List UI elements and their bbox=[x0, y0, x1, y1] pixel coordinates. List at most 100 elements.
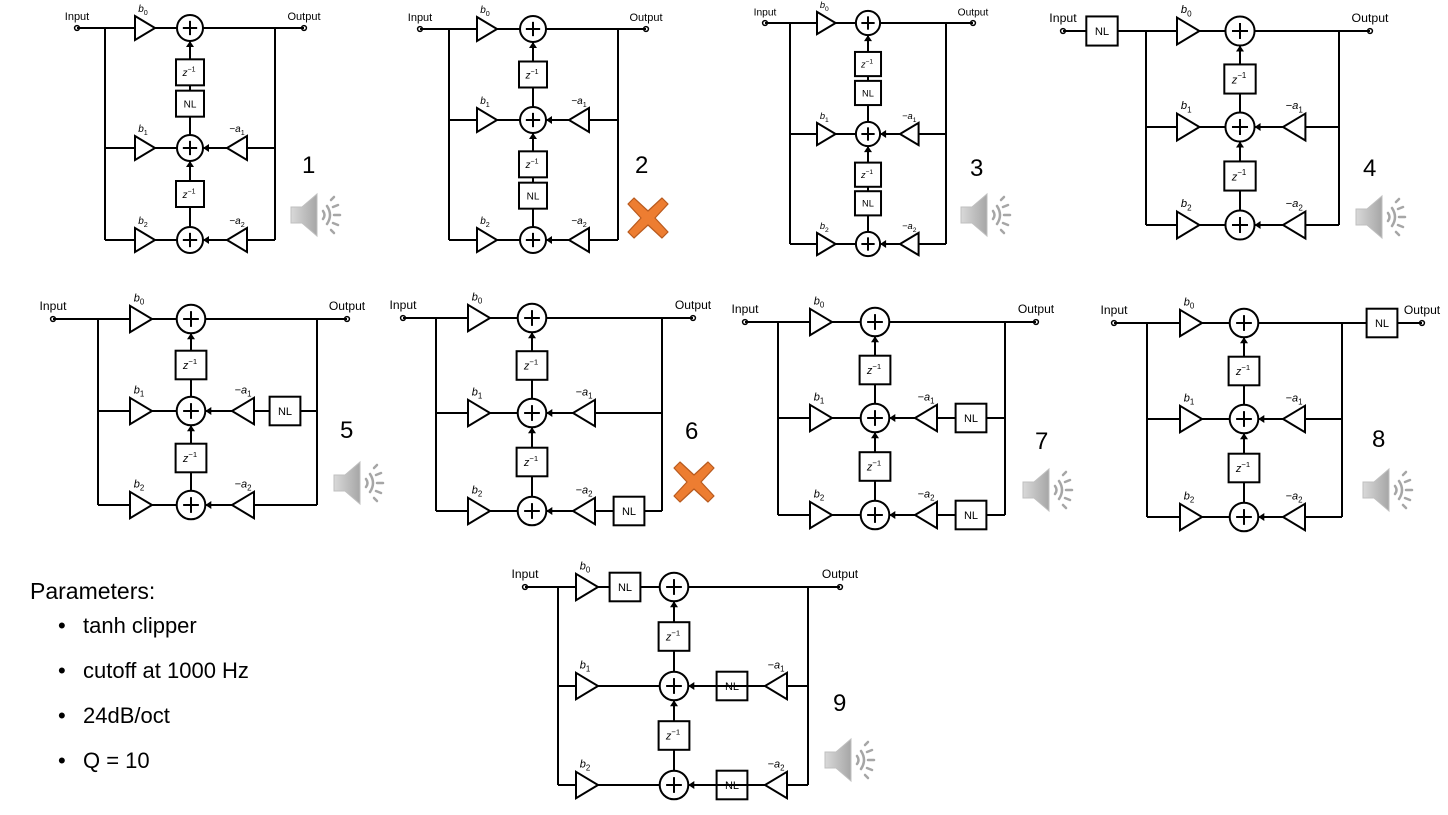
gain-block bbox=[225, 226, 248, 254]
arrow-head bbox=[670, 700, 678, 707]
gain-block bbox=[134, 14, 157, 42]
arrow-head bbox=[1258, 513, 1265, 521]
delay-block bbox=[1227, 452, 1261, 484]
coefficient-label: −a1 bbox=[902, 111, 917, 124]
gain-block bbox=[129, 304, 154, 334]
gain-block bbox=[809, 500, 834, 530]
delay-block bbox=[515, 446, 549, 478]
gain-block bbox=[763, 770, 788, 800]
coefficient-label: b2 bbox=[480, 216, 490, 229]
gain-block bbox=[1281, 502, 1306, 532]
delay-block bbox=[657, 621, 691, 652]
arrow-head bbox=[546, 409, 553, 417]
arrow-head bbox=[529, 42, 537, 48]
output-label: Output bbox=[822, 567, 859, 581]
output-label: Output bbox=[287, 11, 320, 23]
delay-block bbox=[657, 720, 691, 751]
diagram-number-2: 2 bbox=[635, 152, 649, 179]
gain-block bbox=[913, 403, 938, 433]
coefficient-label: −a2 bbox=[571, 216, 586, 229]
gain-block bbox=[567, 226, 590, 254]
speaker-icon[interactable] bbox=[288, 190, 348, 240]
sum-node bbox=[1224, 111, 1256, 143]
diagram-number-1: 1 bbox=[302, 152, 316, 179]
output-label: Output bbox=[958, 8, 989, 19]
arrow-head bbox=[1240, 433, 1248, 440]
sum-node bbox=[859, 499, 891, 531]
speaker-icon[interactable] bbox=[1353, 192, 1413, 242]
output-label: Output bbox=[1404, 303, 1441, 317]
x-mark-icon bbox=[627, 197, 669, 239]
coefficient-label: −a1 bbox=[576, 386, 594, 400]
gain-block bbox=[476, 106, 499, 134]
gain-block bbox=[1281, 209, 1307, 241]
input-label: Input bbox=[390, 298, 418, 312]
diagram-number-5: 5 bbox=[340, 417, 354, 444]
coefficient-label: b1 bbox=[1184, 392, 1195, 406]
nl-label: NL bbox=[964, 510, 978, 522]
coefficient-label: −a1 bbox=[571, 96, 586, 109]
input-label: Input bbox=[1049, 11, 1077, 25]
arrow-head bbox=[889, 414, 896, 422]
gain-block bbox=[575, 770, 600, 800]
arrow-head bbox=[864, 35, 872, 42]
arrow-head bbox=[1254, 123, 1261, 131]
arrow-head bbox=[1240, 337, 1248, 344]
nl-label: NL bbox=[184, 99, 197, 110]
diagram-number-7: 7 bbox=[1035, 428, 1049, 455]
diagram-number-6: 6 bbox=[685, 418, 699, 445]
gain-block bbox=[1176, 111, 1202, 143]
delay-block bbox=[1223, 160, 1257, 192]
output-label: Output bbox=[329, 299, 366, 313]
gain-block bbox=[129, 490, 154, 520]
gain-block bbox=[467, 496, 492, 526]
coefficient-label: −a2 bbox=[229, 216, 244, 229]
gain-block bbox=[898, 231, 920, 257]
parameter-item: Q = 10 bbox=[30, 750, 249, 795]
speaker-icon[interactable] bbox=[1360, 465, 1420, 515]
coefficient-label: b2 bbox=[820, 221, 829, 234]
delay-block bbox=[174, 349, 208, 381]
sum-node bbox=[519, 226, 547, 254]
gain-block bbox=[575, 572, 600, 602]
speaker-icon[interactable] bbox=[958, 190, 1018, 240]
delay-block bbox=[515, 350, 549, 381]
coefficient-label: b0 bbox=[480, 5, 490, 18]
input-label: Input bbox=[732, 302, 760, 316]
parameters-title: Parameters: bbox=[30, 578, 156, 604]
sum-node bbox=[1228, 403, 1260, 435]
sum-node bbox=[516, 397, 548, 429]
nonlinearity-block bbox=[608, 571, 642, 603]
gain-block bbox=[230, 396, 255, 426]
input-label: Input bbox=[65, 11, 89, 23]
coefficient-label: −a1 bbox=[229, 124, 244, 137]
coefficient-label: b2 bbox=[814, 488, 825, 502]
sum-node bbox=[658, 769, 690, 801]
gain-block bbox=[1179, 308, 1204, 338]
output-label: Output bbox=[1018, 302, 1055, 316]
gain-block bbox=[1176, 15, 1202, 47]
sum-node bbox=[859, 306, 891, 338]
coefficient-label: −a2 bbox=[576, 484, 593, 498]
nonlinearity-block bbox=[268, 395, 302, 427]
coefficient-label: −a1 bbox=[768, 659, 786, 673]
sum-node bbox=[854, 9, 882, 37]
delay-label: z−1 bbox=[860, 169, 873, 180]
arrow-head bbox=[528, 427, 536, 434]
gain-block bbox=[230, 490, 255, 520]
speaker-icon[interactable] bbox=[331, 458, 391, 508]
arrow-head bbox=[203, 144, 209, 152]
gain-block bbox=[1179, 404, 1204, 434]
delay-block bbox=[858, 451, 892, 482]
arrow-head bbox=[871, 336, 879, 343]
arrow-head bbox=[688, 682, 695, 690]
nl-label: NL bbox=[527, 191, 540, 202]
speaker-icon[interactable] bbox=[822, 735, 882, 785]
speaker-icon[interactable] bbox=[1020, 465, 1080, 515]
input-label: Input bbox=[1101, 303, 1129, 317]
parameters-list: tanh clipper cutoff at 1000 Hz 24dB/oct … bbox=[30, 615, 249, 795]
delay-label: z−1 bbox=[860, 58, 873, 69]
arrow-head bbox=[889, 511, 896, 519]
coefficient-label: b0 bbox=[1181, 4, 1192, 18]
coefficient-label: b1 bbox=[472, 386, 483, 400]
